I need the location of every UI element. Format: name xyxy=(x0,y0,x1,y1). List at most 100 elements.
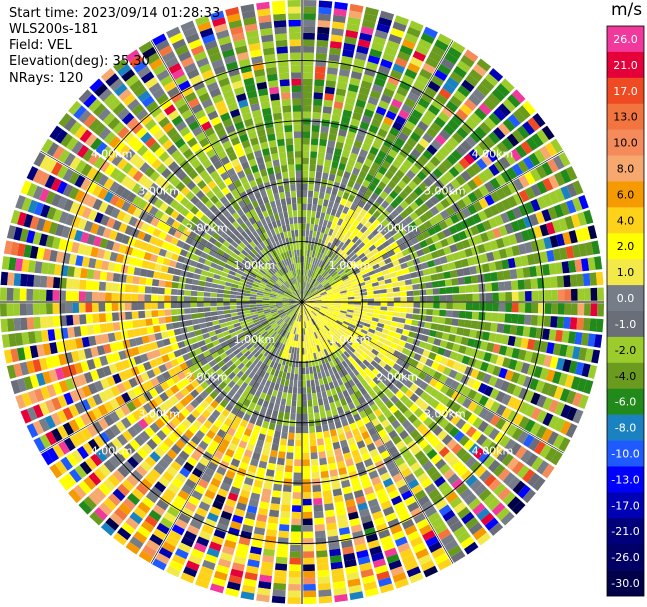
range-gate xyxy=(565,423,578,438)
range-gate xyxy=(484,181,495,193)
range-gate xyxy=(288,432,295,440)
range-gate xyxy=(283,295,290,298)
range-gate xyxy=(162,471,174,482)
range-gate xyxy=(434,39,449,52)
range-gate xyxy=(23,213,34,228)
range-gate xyxy=(83,348,93,359)
range-gate xyxy=(316,204,323,212)
range-gate xyxy=(336,279,343,284)
range-gate xyxy=(143,414,154,426)
range-gate xyxy=(418,154,429,165)
range-gate xyxy=(302,210,307,217)
range-gate xyxy=(26,317,35,330)
range-gate xyxy=(355,99,366,109)
range-gate xyxy=(379,310,387,315)
range-gate xyxy=(161,425,172,436)
range-gate xyxy=(302,380,307,388)
range-gate xyxy=(369,274,377,280)
range-gate xyxy=(353,246,361,254)
range-gate xyxy=(307,197,313,204)
range-gate xyxy=(248,346,256,353)
range-gate xyxy=(531,303,539,314)
range-gate xyxy=(251,395,259,404)
range-gate xyxy=(443,271,451,279)
range-gate xyxy=(430,453,442,465)
range-gate xyxy=(392,159,402,169)
range-gate xyxy=(441,158,453,170)
range-gate xyxy=(498,345,508,356)
range-gate xyxy=(327,321,334,327)
range-gate xyxy=(146,326,155,335)
range-gate xyxy=(568,260,577,273)
range-gate xyxy=(266,359,272,367)
range-gate xyxy=(378,529,391,539)
range-gate xyxy=(423,416,434,427)
range-gate xyxy=(385,512,398,523)
range-gate xyxy=(332,394,340,402)
range-gate xyxy=(516,218,527,230)
range-gate xyxy=(387,347,396,355)
range-gate xyxy=(358,170,367,179)
range-gate xyxy=(390,321,399,328)
range-gate xyxy=(389,254,398,262)
range-gate xyxy=(334,94,345,103)
range-gate xyxy=(243,310,251,314)
range-gate xyxy=(531,290,539,301)
range-gate xyxy=(77,349,87,361)
range-gate xyxy=(477,350,486,360)
range-gate xyxy=(496,507,510,521)
range-gate xyxy=(453,430,465,442)
range-gate xyxy=(236,378,244,387)
range-gate xyxy=(350,477,360,486)
range-gate xyxy=(422,246,431,255)
range-gate xyxy=(263,441,272,450)
range-gate xyxy=(352,167,361,176)
range-gate xyxy=(170,416,181,427)
range-gate xyxy=(331,188,338,196)
range-gate xyxy=(81,256,90,268)
range-gate xyxy=(302,498,312,506)
range-gate xyxy=(183,296,191,302)
range-gate xyxy=(320,125,329,134)
range-gate xyxy=(295,314,298,321)
range-gate xyxy=(281,371,287,379)
range-gate xyxy=(452,252,461,261)
range-gate xyxy=(244,572,258,581)
range-gate xyxy=(374,171,384,181)
range-gate xyxy=(39,233,48,247)
range-gate xyxy=(315,273,320,280)
range-gate xyxy=(460,140,473,152)
range-gate xyxy=(328,133,337,142)
range-gate xyxy=(133,267,142,276)
range-gate xyxy=(327,395,334,404)
range-gate xyxy=(334,303,342,306)
range-gate xyxy=(164,281,173,288)
range-gate xyxy=(430,399,440,409)
range-gate xyxy=(256,302,263,305)
range-gate xyxy=(353,340,361,348)
range-gate xyxy=(329,259,335,267)
range-gate xyxy=(352,219,360,228)
range-gate xyxy=(344,318,351,324)
range-gate xyxy=(145,539,160,552)
range-gate xyxy=(482,331,490,341)
range-gate xyxy=(299,341,302,348)
range-gate xyxy=(520,229,530,242)
range-gate xyxy=(399,548,414,559)
range-gate xyxy=(424,395,435,405)
range-gate xyxy=(64,352,74,364)
range-gate xyxy=(178,276,187,283)
range-gate xyxy=(381,419,391,429)
range-gate xyxy=(304,314,307,322)
range-gate xyxy=(437,347,446,356)
range-gate xyxy=(514,256,523,268)
range-gate xyxy=(372,334,380,341)
range-gate xyxy=(211,283,219,289)
range-gate xyxy=(376,244,385,252)
range-gate xyxy=(328,297,335,300)
range-gate xyxy=(348,470,358,480)
range-gate xyxy=(335,141,344,150)
range-gate xyxy=(402,268,410,275)
range-gate xyxy=(180,270,188,277)
range-gate xyxy=(51,428,63,443)
